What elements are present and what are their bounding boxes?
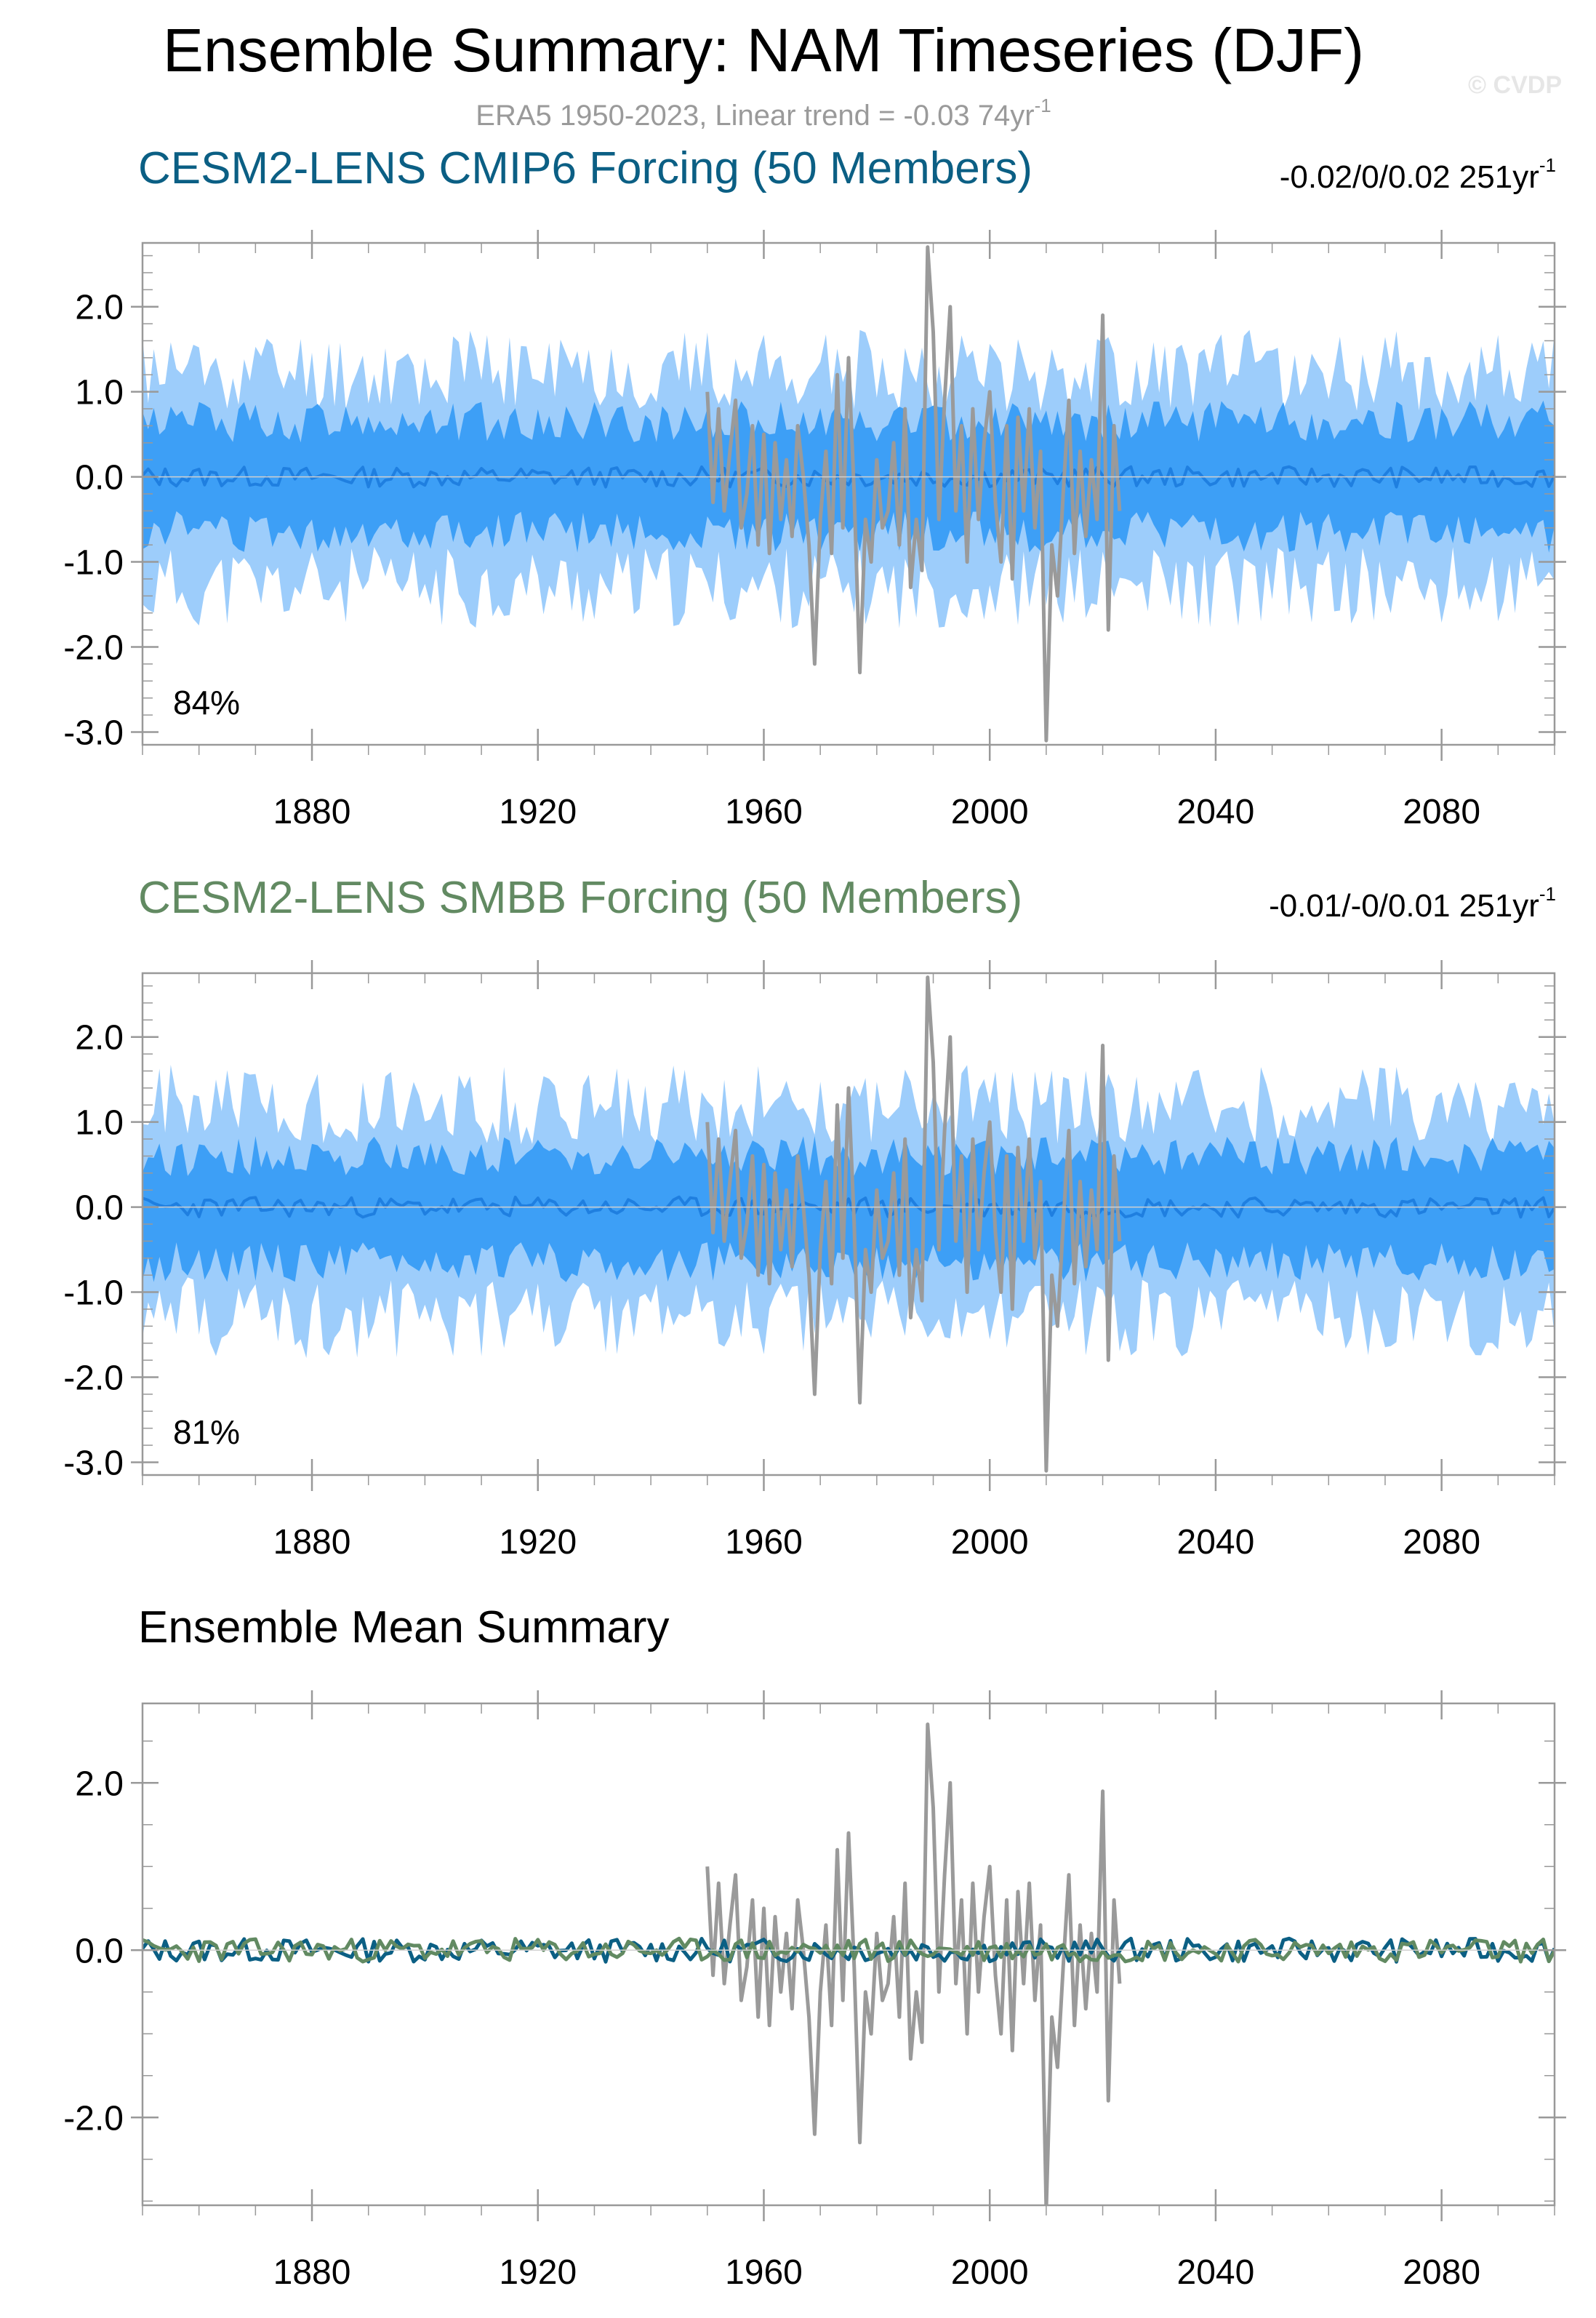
watermark: © CVDP [1468,71,1562,99]
panel-smbb: CESM2-LENS SMBB Forcing (50 Members) -0.… [63,873,1566,1562]
y-tick-label: -2.0 [63,2099,124,2138]
y-tick-label: -2.0 [63,629,124,668]
subtitle-text: ERA5 1950-2023, Linear trend = -0.03 74y… [476,100,1034,132]
y-tick-label: -3.0 [63,714,124,752]
y-tick-label: -2.0 [63,1359,124,1398]
x-tick-label: 1880 [273,793,351,831]
smbb-mean-line [143,1936,1555,1964]
percent-label-cmip6: 84% [173,684,240,722]
subtitle-superscript: -1 [1035,95,1051,116]
trend-superscript-smbb: -1 [1539,883,1556,905]
band-inner [143,1135,1555,1282]
panel-ensemble-mean: Ensemble Mean Summary 2.0 0.0 -2.0 1880 1920… [63,1602,1566,2292]
figure-title: Ensemble Summary: NAM Timeseries (DJF) [163,16,1364,84]
plot-marks [143,245,1555,743]
figure-subtitle: ERA5 1950-2023, Linear trend = -0.03 74y… [476,95,1051,132]
y-tick-label: 1.0 [75,1104,124,1143]
plot-area-cmip6: 2.0 1.0 0.0 -1.0 -2.0 -3.0 1880 1920 1960 2000 204… [63,230,1566,831]
y-tick-label: -3.0 [63,1444,124,1482]
y-tick-label: 0.0 [75,459,124,497]
percent-label-smbb: 81% [173,1413,240,1451]
trend-superscript-cmip6: -1 [1539,154,1556,176]
x-tick-label: 1880 [273,2253,351,2292]
x-tick-label: 1880 [273,1523,351,1562]
era5-line [705,975,1122,1473]
panel-cmip6: CESM2-LENS CMIP6 Forcing (50 Members) -0… [63,143,1566,831]
plot-area-ensemble-mean: 2.0 0.0 -2.0 1880 1920 1960 2000 2040 2080 [63,1690,1566,2292]
x-tick-label: 2080 [1403,1523,1480,1562]
plot-marks [143,1722,1555,2205]
ensemble-mean-line [143,1195,1555,1219]
panel-title-ensemble-mean: Ensemble Mean Summary [138,1602,670,1652]
trend-text-smbb: -0.01/-0/0.01 251yr [1269,888,1539,924]
x-tick-label: 1920 [499,2253,577,2292]
plot-area-smbb: 2.0 1.0 0.0 -1.0 -2.0 -3.0 1880 1920 1960 2000 204… [63,960,1566,1562]
era5-line [705,245,1122,743]
ensemble-mean-line [143,465,1555,489]
x-tick-label: 2080 [1403,793,1480,831]
trend-text-cmip6: -0.02/0/0.02 251yr [1280,159,1539,195]
x-tick-label: 2000 [951,2253,1029,2292]
y-tick-label: -1.0 [63,1274,124,1313]
era5-line [705,1722,1122,2205]
x-tick-label: 1920 [499,793,577,831]
trend-label-smbb: -0.01/-0/0.01 251yr-1 [1269,883,1556,924]
x-tick-label: 2040 [1177,793,1255,831]
y-tick-label: 2.0 [75,289,124,327]
x-tick-label: 2040 [1177,1523,1255,1562]
x-tick-label: 1960 [725,1523,803,1562]
y-tick-label: 1.0 [75,374,124,412]
x-tick-label: 2000 [951,793,1029,831]
x-tick-label: 1920 [499,1523,577,1562]
panel-title-smbb: CESM2-LENS SMBB Forcing (50 Members) [138,873,1022,923]
panel-title-cmip6: CESM2-LENS CMIP6 Forcing (50 Members) [138,143,1032,193]
x-tick-label: 2040 [1177,2253,1255,2292]
y-tick-label: 0.0 [75,1189,124,1228]
plot-frame [141,1702,1556,2207]
y-tick-label: -1.0 [63,544,124,583]
y-tick-label: 0.0 [75,1932,124,1970]
x-tick-label: 2080 [1403,2253,1480,2292]
trend-label-cmip6: -0.02/0/0.02 251yr-1 [1280,154,1556,195]
x-tick-label: 2000 [951,1523,1029,1562]
x-tick-label: 1960 [725,2253,803,2292]
plot-marks [143,975,1555,1473]
y-tick-label: 2.0 [75,1019,124,1058]
y-tick-label: 2.0 [75,1765,124,1803]
x-tick-label: 1960 [725,793,803,831]
